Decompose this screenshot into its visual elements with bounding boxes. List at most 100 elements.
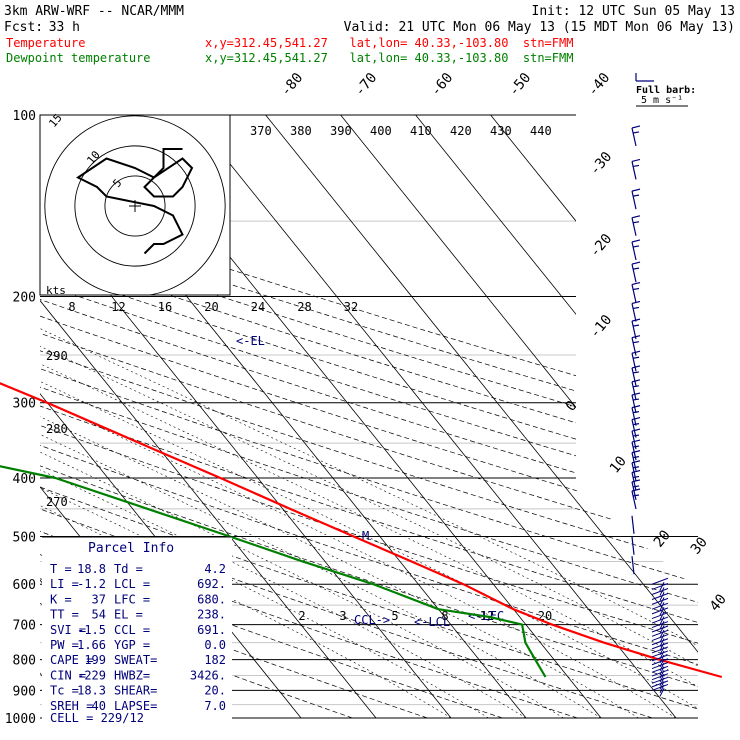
wind-barb-flag [632, 306, 640, 310]
parcel-row-label: TT = [50, 608, 79, 622]
wind-barb-staff [631, 303, 637, 322]
wind-barb-staff [651, 683, 669, 691]
wind-barb-flag [631, 460, 641, 464]
wind-barb-flag [632, 287, 640, 291]
parcel-row-value2: 182 [204, 653, 226, 667]
wind-barb-staff [651, 629, 669, 637]
parcel-row-value: -1.5 [77, 623, 106, 637]
wind-barb-staff [651, 654, 669, 662]
parcel-row-label: SREH = [50, 699, 93, 713]
wind-barb-flag [659, 597, 665, 606]
wind-barb-flag [632, 267, 640, 270]
pressure-tick-label: 400 [13, 472, 36, 487]
theta-label: 370 [250, 124, 272, 138]
pressure-tick-label: 100 [13, 109, 36, 124]
wind-barb-flag [659, 592, 665, 601]
wind-barb-staff [631, 556, 635, 575]
wind-barb-flag [632, 385, 640, 388]
wind-barb-staff [651, 582, 669, 590]
parcel-row-label2: HWBZ= [114, 668, 150, 682]
isotherm-label: -30 [587, 149, 616, 179]
dry-adiabat [40, 115, 698, 719]
sounding-annotation: M [362, 529, 369, 543]
wind-barb-staff [631, 394, 637, 414]
wind-barb-flag [631, 300, 641, 305]
dewpoint-legend: Dewpoint temperature [6, 51, 151, 65]
valid-time: Valid: 21 UTC Mon 06 May 13 (15 MDT Mon … [344, 20, 735, 35]
wind-barb-staff [651, 597, 669, 605]
wind-barbs [631, 125, 669, 697]
pressure-tick-label: 500 [13, 530, 36, 545]
wind-barb-flag [632, 194, 640, 197]
parcel-row-value2: 20. [204, 684, 226, 698]
wind-barb-staff [631, 407, 637, 426]
hodograph-unit: kts [46, 284, 66, 297]
parcel-row-value: 1.66 [77, 638, 106, 652]
dry-adiabat [40, 115, 698, 719]
wind-barb-staff [631, 161, 637, 180]
theta-label: 390 [330, 124, 352, 138]
dry-adiabat [40, 115, 698, 719]
wind-barb-flag [631, 365, 641, 369]
wind-barb-staff [651, 638, 669, 646]
wind-barb-flag [632, 245, 640, 248]
isotherm-line [490, 115, 698, 719]
wind-barb-staff [651, 662, 669, 670]
wind-barb-staff [651, 650, 669, 658]
parcel-row-label2: Td = [114, 562, 143, 576]
parcel-row-value: 18.8 [77, 562, 106, 576]
wind-barb-staff [651, 673, 669, 681]
theta-label: 420 [450, 124, 472, 138]
wind-barb-staff [651, 593, 669, 600]
hodograph-speed-label: 24 [251, 300, 265, 314]
wind-barb-flag [659, 606, 665, 616]
forecast-hours: 33 h [49, 20, 80, 35]
isotherm-line [265, 115, 698, 719]
temperature-legend: Temperature [6, 36, 85, 50]
wind-barb-flag [659, 620, 665, 630]
wind-barb-staff [631, 241, 637, 261]
pressure-tick-label: 800 [13, 654, 36, 669]
pressure-tick-label: 200 [13, 291, 36, 306]
parcel-row-label: SVI = [50, 623, 86, 637]
hodograph-speed-label: 28 [297, 300, 311, 314]
wind-barb-flag [659, 602, 665, 611]
isotherm-label: -70 [352, 70, 381, 100]
dry-adiabat [40, 115, 698, 719]
wind-barb-flag [632, 371, 640, 374]
parcel-row-label2: YGP = [114, 638, 150, 652]
wind-barb-flag [631, 479, 641, 483]
isotherm-label: -50 [506, 70, 535, 100]
wind-barb-flag [631, 488, 641, 492]
parcel-info-box [42, 537, 232, 725]
parcel-row-label2: LFC = [114, 592, 150, 606]
theta-label-low: 280 [46, 422, 68, 436]
theta-label: 400 [370, 124, 392, 138]
parcel-row-value2: 0.0 [204, 638, 226, 652]
wind-barb-staff [631, 419, 637, 438]
wind-barb-flag [632, 131, 640, 134]
wind-barb-flag [659, 616, 665, 625]
parcel-row-value2: 691. [197, 623, 226, 637]
wind-barb-staff [651, 607, 669, 615]
wind-barb-flag [631, 188, 641, 192]
parcel-row-label: PW = [50, 638, 79, 652]
wind-barb-flag [659, 629, 665, 639]
wind-barb-flag [631, 158, 641, 163]
wind-barb-flag [631, 239, 641, 243]
wind-barb-staff [651, 646, 669, 654]
sounding-annotation: CCL-> [354, 613, 390, 627]
parcel-info-title: Parcel Info [88, 541, 174, 556]
wind-barb-flag [632, 466, 640, 469]
sounding-profiles [0, 382, 723, 679]
sounding-annotation: <-LCL [414, 615, 450, 629]
wind-barb-flag [631, 318, 641, 322]
dry-adiabat [40, 115, 698, 719]
pressure-tick-label: 700 [13, 619, 36, 634]
wind-barb-flag [631, 428, 641, 432]
isotherm-line [190, 115, 677, 719]
parcel-row-value: 54 [92, 608, 106, 622]
wind-barb-flag [632, 445, 640, 448]
